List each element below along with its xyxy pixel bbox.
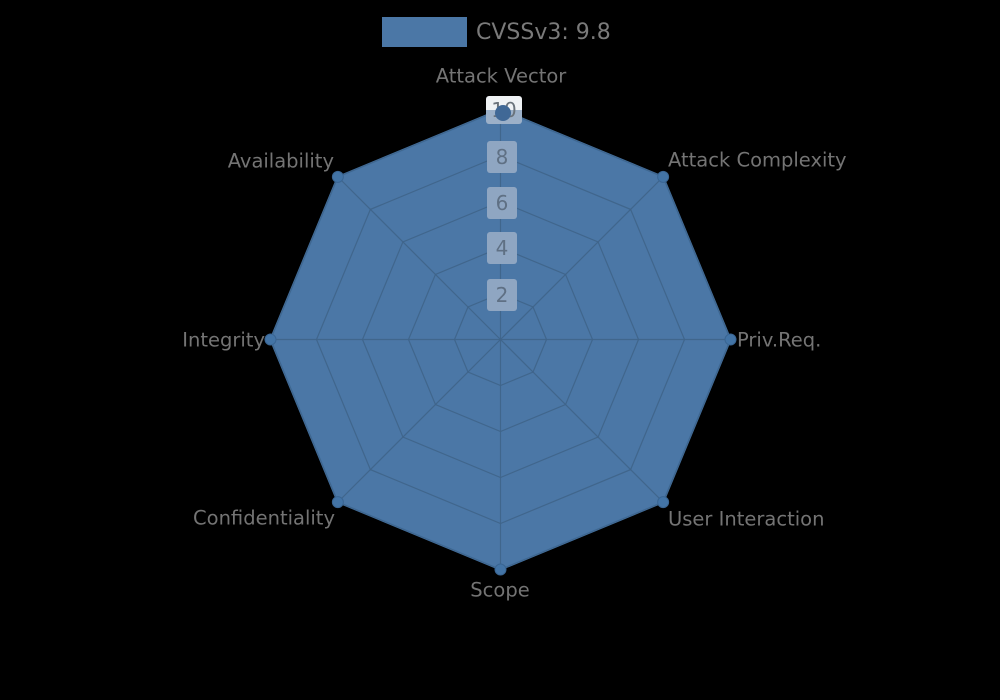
legend-label: CVSSv3: 9.8 [476,19,611,45]
axis-label-availability: Availability [227,149,334,173]
axis-label-user-interaction: User Interaction [668,507,825,531]
rtick-2: 2 [487,279,517,311]
radar-grid-layer [269,108,732,571]
rtick-8: 8 [487,141,517,173]
axis-label-scope: Scope [470,578,530,602]
axis-label-confidentiality: Confidentiality [193,506,335,530]
apex-marker-dot [495,105,511,121]
legend-swatch [382,17,467,47]
axis-label-attack-complexity: Attack Complexity [668,148,847,172]
axis-label-integrity: Integrity [182,328,265,352]
rtick-4: 4 [487,232,517,264]
rtick-6: 6 [487,187,517,219]
axis-label-attack-vector: Attack Vector [435,64,567,88]
axis-label-priv-req: Priv.Req. [737,328,822,352]
